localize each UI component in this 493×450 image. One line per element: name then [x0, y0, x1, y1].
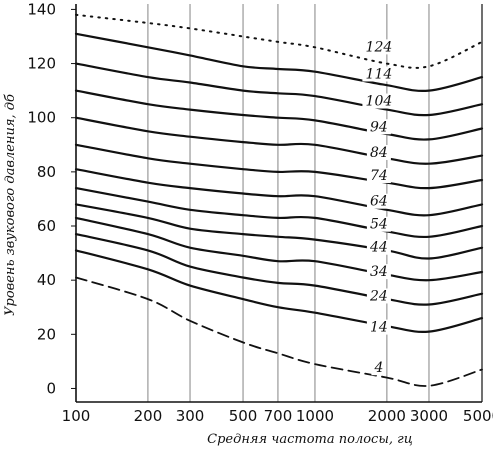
series-label-bg: [366, 193, 391, 209]
series-label-bg: [366, 288, 391, 304]
x-tick-label: 2000: [368, 407, 406, 425]
series-label-114: 114: [366, 66, 393, 82]
series-labels: 124 114 104 94 84 74 64 54 44 34 24 14 4: [362, 39, 396, 376]
x-axis-title: Средняя частота полосы, гц: [207, 432, 413, 447]
series-line-64: [74, 168, 484, 217]
y-tick-label: 120: [27, 55, 56, 73]
y-tick-label: 100: [27, 109, 56, 127]
series-label-bg: [366, 119, 391, 135]
y-tick-label: 0: [46, 379, 56, 397]
series-line-4: [75, 276, 483, 387]
series-label-bg: [362, 93, 396, 109]
x-tick-label: 300: [176, 407, 205, 425]
series-label-104: 104: [366, 94, 393, 110]
series-label-bg: [366, 216, 391, 232]
series-label-4: 4: [373, 360, 383, 376]
series-label-14: 14: [370, 320, 388, 336]
series-line-94: [74, 89, 484, 141]
series-label-24: 24: [369, 288, 388, 304]
series-line-124: [75, 13, 483, 69]
series-label-bg: [366, 319, 391, 335]
series-line-24: [74, 233, 484, 306]
series-label-94: 94: [370, 119, 388, 135]
series-label-74: 74: [370, 168, 388, 184]
x-tick-label: 500: [229, 407, 258, 425]
y-tick-label: 140: [27, 0, 56, 18]
y-tick-label: 20: [37, 325, 56, 343]
series-label-44: 44: [369, 240, 388, 256]
x-tick-label: 200: [134, 407, 163, 425]
series-label-64: 64: [370, 194, 388, 210]
series-label-bg: [366, 167, 391, 183]
y-tick-label: 80: [37, 163, 56, 181]
series-line-14: [74, 249, 484, 333]
series-label-bg: [366, 239, 391, 255]
series-label-bg: [371, 360, 387, 376]
series-line-34: [74, 216, 484, 282]
y-tick-label: 40: [37, 271, 56, 289]
series-lines: [74, 13, 484, 387]
series-line-114: [74, 32, 484, 93]
plot-frame: [75, 4, 483, 403]
series-label-124: 124: [366, 39, 393, 55]
y-tick-label: 60: [37, 217, 56, 235]
series-label-bg: [366, 144, 391, 160]
x-tick-label: 100: [62, 407, 91, 425]
series-label-84: 84: [370, 145, 388, 161]
x-tick-label: 1000: [296, 407, 334, 425]
series-line-84: [74, 116, 484, 165]
x-tick-label: 700: [264, 407, 293, 425]
series-line-74: [74, 143, 484, 190]
y-axis-ticks: 0 20 40 60 80 100 120 140: [27, 0, 76, 397]
x-tick-label: 3000: [410, 407, 448, 425]
series-label-54: 54: [370, 217, 388, 233]
series-label-bg: [366, 264, 391, 280]
series-line-104: [74, 62, 484, 117]
series-label-bg: [362, 66, 396, 82]
series-label-bg: [362, 39, 396, 55]
series-line-44: [74, 203, 484, 260]
series-label-34: 34: [370, 264, 388, 280]
series-line-54: [74, 187, 484, 239]
y-axis-title: Уровень звукового давления, дб: [3, 94, 18, 316]
